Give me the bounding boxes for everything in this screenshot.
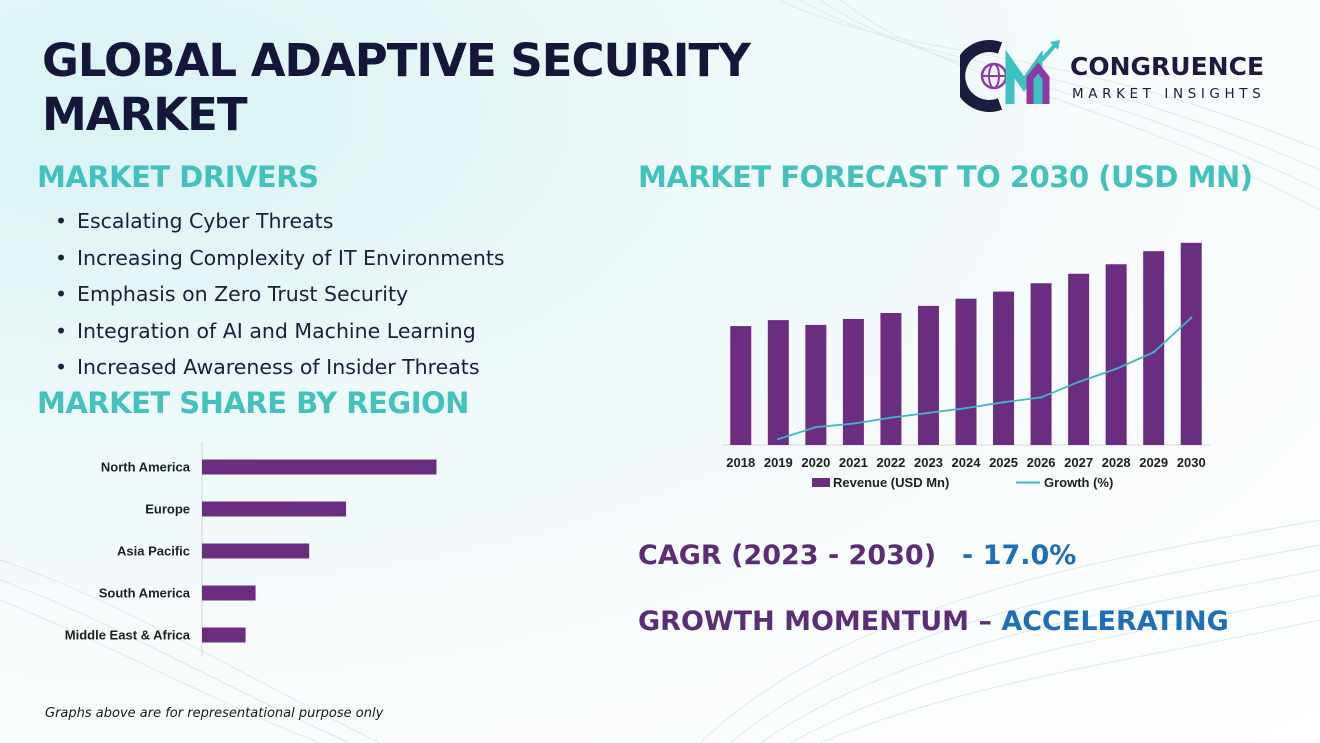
growth-point bbox=[964, 406, 968, 410]
year-tick-label: 2030 bbox=[1177, 455, 1206, 470]
region-tick-label: Europe bbox=[145, 502, 190, 517]
growth-point bbox=[1114, 367, 1118, 371]
list-item: • Increasing Complexity of IT Environment… bbox=[55, 245, 505, 270]
region-bar bbox=[202, 501, 347, 517]
logo-name: CONGRUENCE bbox=[1070, 52, 1265, 81]
region-tick-label: Asia Pacific bbox=[117, 544, 190, 559]
year-tick-label: 2018 bbox=[726, 455, 755, 470]
legend-revenue-swatch bbox=[812, 478, 830, 487]
drivers-list: • Escalating Cyber Threats • Increasing Co… bbox=[55, 203, 505, 386]
list-item: • Integration of AI and Machine Learning bbox=[55, 318, 476, 343]
cagr-value: - 17.0% bbox=[962, 540, 1077, 571]
year-tick-label: 2020 bbox=[801, 455, 830, 470]
year-tick-label: 2024 bbox=[952, 455, 982, 470]
growth-momentum: GROWTH MOMENTUM – ACCELERATING bbox=[638, 606, 1229, 637]
revenue-bar bbox=[767, 320, 789, 445]
page-title-line1: GLOBAL ADAPTIVE SECURITY bbox=[42, 34, 751, 87]
growth-line bbox=[778, 317, 1192, 440]
region-bar bbox=[202, 459, 437, 475]
page-title: GLOBAL ADAPTIVE SECURITY MARKET bbox=[42, 34, 822, 142]
revenue-bar bbox=[955, 298, 977, 445]
revenue-bar bbox=[842, 318, 864, 445]
region-bar bbox=[202, 543, 310, 559]
logo-tagline: MARKET INSIGHTS bbox=[1072, 86, 1266, 102]
cm-globe-logo-icon bbox=[953, 40, 1060, 112]
momentum-label: GROWTH MOMENTUM – bbox=[638, 606, 1002, 637]
year-tick-label: 2025 bbox=[989, 455, 1018, 470]
list-item: • Emphasis on Zero Trust Security bbox=[55, 282, 409, 307]
year-tick-label: 2026 bbox=[1027, 455, 1056, 470]
region-tick-label: Middle East & Africa bbox=[65, 628, 191, 643]
revenue-bar bbox=[880, 313, 902, 445]
growth-point bbox=[852, 422, 855, 425]
growth-point bbox=[1039, 396, 1043, 399]
revenue-bar bbox=[1030, 283, 1052, 445]
region-title: MARKET SHARE BY REGION bbox=[37, 386, 469, 420]
year-tick-label: 2028 bbox=[1102, 455, 1131, 470]
growth-point bbox=[1077, 380, 1080, 384]
growth-point bbox=[814, 425, 818, 429]
revenue-bar bbox=[917, 305, 939, 445]
revenue-bar bbox=[805, 324, 827, 445]
forecast-title: MARKET FORECAST TO 2030 (USD MN) bbox=[638, 160, 1253, 194]
region-bar bbox=[202, 585, 256, 601]
year-tick-label: 2022 bbox=[876, 455, 905, 470]
revenue-bar bbox=[1105, 264, 1127, 445]
cagr-label: CAGR (2023 - 2030) bbox=[638, 540, 937, 571]
revenue-bar bbox=[993, 291, 1015, 445]
growth-point bbox=[889, 416, 893, 419]
footnote: Graphs above are for representational pu… bbox=[45, 706, 384, 721]
revenue-bar bbox=[1143, 251, 1165, 445]
revenue-bar bbox=[1068, 273, 1090, 445]
growth-point bbox=[1152, 351, 1155, 354]
revenue-bar bbox=[1180, 242, 1202, 445]
list-item: • Increased Awareness of Insider Threats bbox=[55, 355, 480, 380]
year-tick-label: 2023 bbox=[914, 455, 943, 470]
region-tick-label: South America bbox=[99, 586, 191, 601]
region-tick-label: North America bbox=[101, 460, 191, 475]
region-bar bbox=[202, 627, 246, 643]
year-tick-label: 2027 bbox=[1064, 455, 1093, 470]
growth-point bbox=[777, 437, 780, 441]
year-tick-label: 2021 bbox=[839, 455, 868, 470]
legend-revenue-label: Revenue (USD Mn) bbox=[833, 475, 949, 490]
page-title-line2: MARKET bbox=[42, 88, 248, 141]
drivers-title: MARKET DRIVERS bbox=[37, 160, 319, 194]
growth-point bbox=[1190, 316, 1193, 319]
cagr-statement: CAGR (2023 - 2030) - 17.0% bbox=[638, 540, 1076, 571]
growth-point bbox=[1002, 400, 1005, 404]
company-logo: CONGRUENCE MARKET INSIGHTS bbox=[953, 38, 1290, 112]
forecast-combo-chart: 2018 2019 2020 2021 2022 2023 2024 2025 2026 2027… bbox=[722, 242, 1210, 490]
legend-growth-label: Growth (%) bbox=[1044, 475, 1113, 490]
growth-point bbox=[927, 411, 930, 415]
year-tick-label: 2029 bbox=[1139, 455, 1168, 470]
revenue-bar bbox=[730, 326, 752, 445]
region-bar-chart: North America Europe Asia Pacific South Ame… bbox=[65, 442, 437, 656]
momentum-value: ACCELERATING bbox=[1001, 606, 1229, 637]
year-tick-label: 2019 bbox=[764, 455, 793, 470]
list-item: • Escalating Cyber Threats bbox=[55, 209, 334, 233]
